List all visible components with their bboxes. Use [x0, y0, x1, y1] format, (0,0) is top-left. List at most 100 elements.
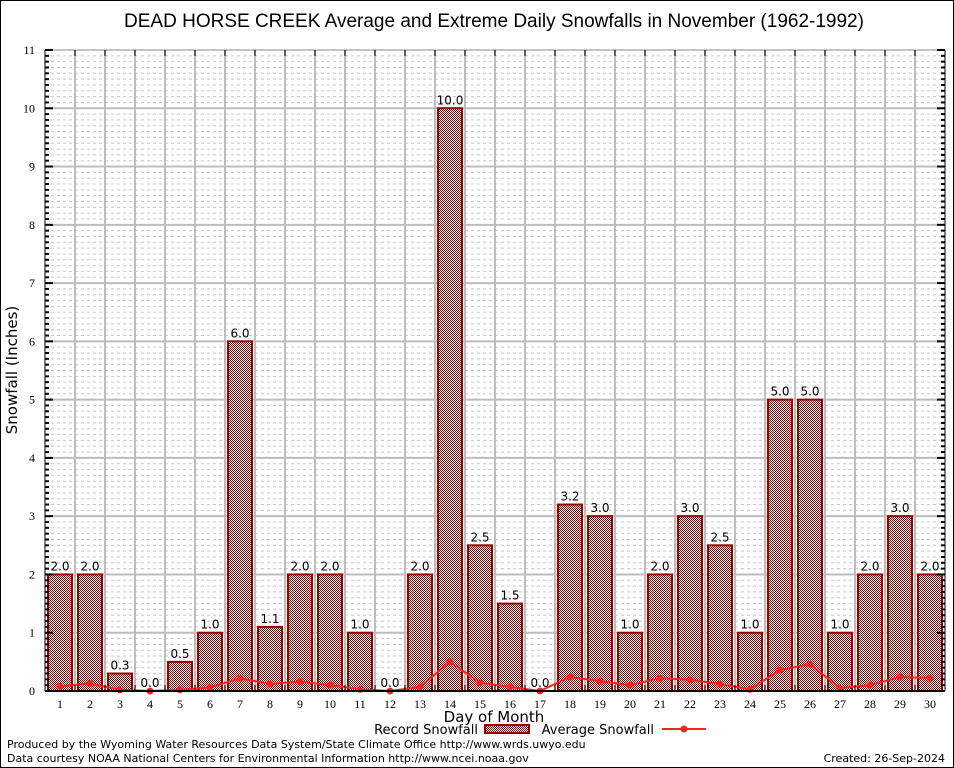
average-point — [776, 666, 784, 674]
bar-value-label: 3.0 — [590, 501, 609, 515]
y-tick-label: 1 — [29, 626, 35, 640]
average-point — [86, 679, 94, 687]
x-tick-label: 29 — [894, 697, 906, 711]
average-point — [716, 680, 724, 688]
x-tick-label: 13 — [414, 697, 426, 711]
x-tick-label: 22 — [684, 697, 696, 711]
axes — [44, 49, 946, 692]
average-point — [626, 681, 634, 689]
bar-value-label: 2.0 — [290, 559, 309, 573]
average-point — [116, 686, 124, 694]
footer-producer: Produced by the Wyoming Water Resources … — [7, 738, 586, 751]
record-bar — [677, 515, 703, 692]
bar-value-label: 0.0 — [140, 676, 159, 690]
record-bar — [407, 573, 433, 692]
bar-value-label: 6.0 — [230, 326, 249, 340]
record-bar — [857, 573, 883, 692]
average-line — [56, 658, 934, 695]
x-tick-label: 21 — [654, 697, 666, 711]
record-bar — [197, 631, 223, 693]
average-point — [866, 681, 874, 689]
record-bar — [467, 544, 493, 692]
record-bar — [767, 398, 793, 692]
x-tick-label: 6 — [207, 697, 213, 711]
record-bar — [257, 625, 283, 693]
record-bar — [287, 573, 313, 692]
average-point — [296, 678, 304, 686]
y-tick-label: 5 — [29, 393, 35, 407]
average-point — [446, 658, 454, 666]
x-tick-label: 9 — [297, 697, 303, 711]
legend: Record Snowfall Average Snowfall — [374, 723, 706, 738]
average-point — [326, 681, 334, 689]
x-tick-label: 14 — [444, 697, 456, 711]
average-point — [836, 684, 844, 692]
average-point — [416, 683, 424, 691]
legend-swatch-record — [484, 724, 530, 734]
bar-value-label: 0.0 — [530, 676, 549, 690]
y-tick-label: 9 — [29, 160, 35, 174]
bar-value-label: 2.0 — [50, 559, 69, 573]
grid — [45, 50, 945, 691]
average-point — [926, 674, 934, 682]
x-tick-label: 16 — [504, 697, 516, 711]
x-tick-label: 17 — [534, 697, 546, 711]
footer-source: Data courtesy NOAA National Centers for … — [7, 752, 529, 765]
record-bar — [737, 631, 763, 693]
record-bar — [317, 573, 343, 692]
record-bar — [47, 573, 73, 692]
chart-title: DEAD HORSE CREEK Average and Extreme Dai… — [124, 11, 864, 32]
average-point — [686, 676, 694, 684]
record-bar — [497, 602, 523, 692]
average-point — [656, 674, 664, 682]
average-point — [266, 680, 274, 688]
x-tick-label: 30 — [924, 697, 936, 711]
y-tick-label: 3 — [29, 509, 35, 523]
average-snowfall-line — [59, 660, 931, 693]
x-tick-label: 8 — [267, 697, 273, 711]
average-point — [896, 673, 904, 681]
y-axis-label: Snowfall (Inches) — [3, 306, 21, 434]
record-bar — [707, 544, 733, 692]
bar-value-label: 3.0 — [890, 501, 909, 515]
bar-value-label: 10.0 — [437, 93, 464, 107]
record-bar — [77, 573, 103, 692]
bar-value-label: 2.0 — [80, 559, 99, 573]
x-tick-label: 3 — [117, 697, 123, 711]
average-point — [206, 684, 214, 692]
bar-labels: 2.0 2.0 0.3 0.0 0.5 1.0 6.0 1.1 2.0 2.0 1.0 0.0 2.0 1… — [50, 93, 939, 690]
bar-value-label: 2.0 — [320, 559, 339, 573]
x-tick-label: 26 — [804, 697, 816, 711]
bar-value-label: 1.0 — [350, 618, 369, 632]
x-tick-label: 24 — [744, 697, 756, 711]
y-tick-label: 11 — [23, 43, 35, 57]
bar-value-label: 1.0 — [740, 618, 759, 632]
x-tick-label: 25 — [774, 697, 786, 711]
average-point — [476, 679, 484, 687]
y-tick-label: 10 — [23, 101, 35, 115]
x-tick-label: 10 — [324, 697, 336, 711]
x-axis-label: Day of Month — [444, 708, 545, 726]
record-bar — [887, 515, 913, 692]
y-tick-label: 6 — [29, 334, 35, 348]
x-tick-label: 1 — [57, 697, 63, 711]
y-tick-label: 4 — [29, 451, 35, 465]
x-tick-label: 12 — [384, 697, 396, 711]
bar-value-label: 3.0 — [680, 501, 699, 515]
record-bar — [797, 398, 823, 692]
y-tick-label: 7 — [29, 276, 35, 290]
x-tick-label: 2 — [87, 697, 93, 711]
average-point — [236, 674, 244, 682]
bar-value-label: 0.5 — [170, 647, 189, 661]
x-tick-label: 4 — [147, 697, 153, 711]
bar-value-label: 1.1 — [260, 612, 279, 626]
y-tick-labels: 0 1 2 3 4 5 6 7 8 9 10 11 — [23, 43, 35, 698]
average-point — [506, 683, 514, 691]
x-tick-label: 7 — [237, 697, 243, 711]
x-tick-label: 5 — [177, 697, 183, 711]
record-bar — [587, 515, 613, 692]
record-bar — [347, 631, 373, 693]
x-tick-label: 20 — [624, 697, 636, 711]
footer-created: Created: 26-Sep-2024 — [824, 752, 945, 765]
